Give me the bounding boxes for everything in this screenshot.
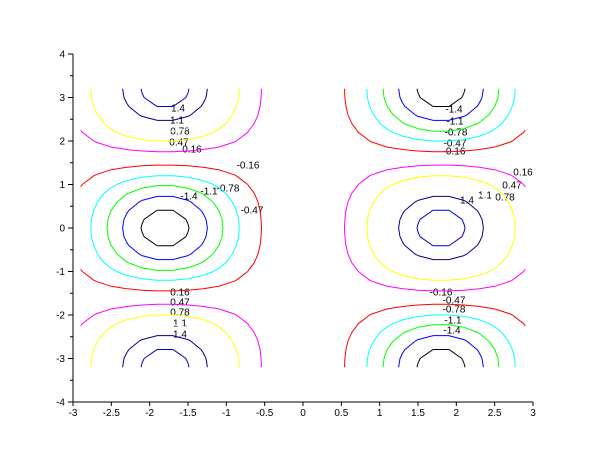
contour-lines [80,88,526,368]
contour-level-label: -0.78 [445,128,468,139]
x-tick-label: 2.5 [488,408,502,419]
x-tick-label: 3 [530,408,536,419]
contour-level-label: 1.1 [478,191,492,202]
contour-level-label: 0.47 [170,298,190,309]
contour-level-label: -1.1 [444,316,462,327]
contour-level-label: -0.16 [430,288,453,299]
x-tick-label: 1.5 [411,408,425,419]
contour-level-label: -0.16 [443,147,466,158]
contour-level-label: 1.4 [173,330,187,341]
axes: -3 -2.5 -2 -1.5 -1 -0.5 0 0.5 1 1.5 2 2.5 3 4 3 2 1 0 -1 -2… [56,50,536,420]
y-tick-label: 1 [59,180,65,191]
contour-level-label: 0.16 [513,168,533,179]
x-tick-label: 2 [454,408,460,419]
contour-line-level-0.16 [80,88,526,368]
x-tick-label: -0.5 [256,408,274,419]
contour-level-label: 0.16 [170,288,190,299]
contour-level-label: -1.1 [200,187,218,198]
contour-level-label: 1.4 [171,104,185,115]
y-tick-label: -2 [56,311,65,322]
contour-level-label: -1.4 [180,192,198,203]
contour-level-label: -1.4 [445,105,463,116]
contour-level-label: 0.78 [170,308,190,319]
contour-level-label: 0.47 [169,138,189,149]
x-tick-label: -3 [69,408,78,419]
contour-line-level--0.47 [90,88,516,368]
contour-line-level--0.78 [106,88,500,368]
contour-line-level--1.1 [122,88,484,368]
contour-level-label: -0.47 [443,296,466,307]
contour-level-label: 0.16 [182,145,202,156]
x-tick-label: 0.5 [334,408,348,419]
contour-line-level-0.78 [106,88,500,368]
x-tick-label: -1 [222,408,231,419]
y-tick-label: -3 [56,354,65,365]
x-tick-label: 1 [377,408,383,419]
x-tick-label: 0 [300,408,306,419]
contour-labels: 1.41.10.780.470.16-1.4 -1.1-0.78-0.16-0.4… [169,104,533,341]
x-tick-label: -2.5 [103,408,121,419]
contour-level-label: 1.1 [173,319,187,330]
contour-level-label: -0.78 [443,305,466,316]
y-tick-label: 0 [59,224,65,235]
contour-line-level-1.1 [122,88,484,368]
contour-level-label: -0.78 [217,184,240,195]
contour-level-label: 0.47 [502,181,522,192]
contour-level-label: -1.1 [446,117,464,128]
x-tick-label: -2 [145,408,154,419]
y-tick-label: -1 [56,267,65,278]
contour-level-label: -1.4 [443,326,461,337]
contour-line-level-1.4 [140,88,466,368]
contour-level-label: -0.16 [237,161,260,172]
y-tick-label: 2 [59,137,65,148]
contour-level-label: -0.47 [444,139,467,150]
contour-level-label: -0.47 [241,206,264,217]
y-tick-label: 4 [59,50,65,61]
y-tick-label: -4 [56,398,65,409]
y-tick-label: 3 [59,93,65,104]
contour-line-level-0.47 [90,88,516,368]
contour-level-label: 0.78 [170,127,190,138]
contour-line-level--0.16 [80,88,526,368]
x-tick-label: -1.5 [179,408,197,419]
contour-level-label: 1.1 [170,116,184,127]
contour-line-level--1.4 [140,88,466,368]
contour-level-label: 1.4 [460,196,474,207]
